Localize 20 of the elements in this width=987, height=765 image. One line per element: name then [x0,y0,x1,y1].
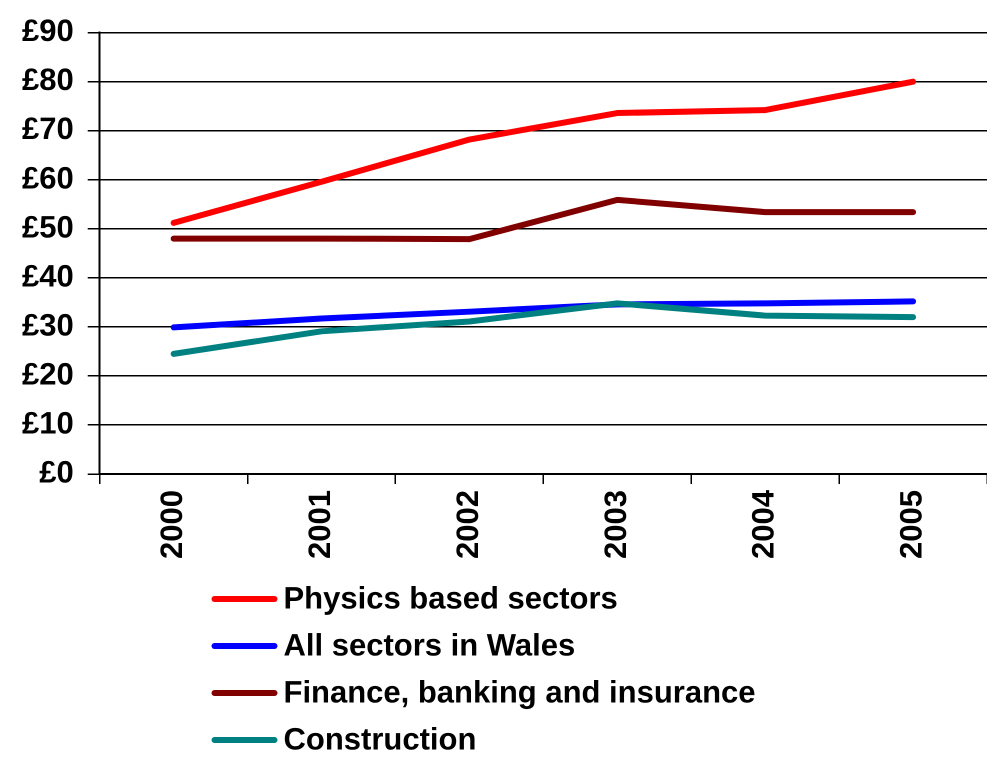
y-tick-label: £30 [22,307,74,342]
x-tick-label: 2000 [154,490,190,560]
y-tick-label: £70 [22,111,74,146]
x-tick-label: 2003 [598,490,633,560]
y-tick-label: £80 [22,62,74,98]
x-tick-label: 2002 [450,490,485,560]
y-tick-label: £0 [39,454,74,490]
x-tick-label: 2005 [894,490,929,560]
y-tick-label: £20 [22,356,74,392]
legend-label: Construction [284,722,476,757]
legend-label: Physics based sectors [284,580,618,616]
y-tick-label: £60 [22,160,74,196]
y-tick-label: £40 [22,258,74,294]
y-tick-label: £10 [22,406,74,441]
y-tick-label: £50 [22,209,74,244]
legend-label: All sectors in Wales [284,628,576,663]
legend-label: Finance, banking and insurance [284,674,756,710]
y-tick-label: £90 [22,13,74,48]
x-tick-label: 2001 [302,490,338,560]
x-tick-label: 2004 [746,489,781,560]
